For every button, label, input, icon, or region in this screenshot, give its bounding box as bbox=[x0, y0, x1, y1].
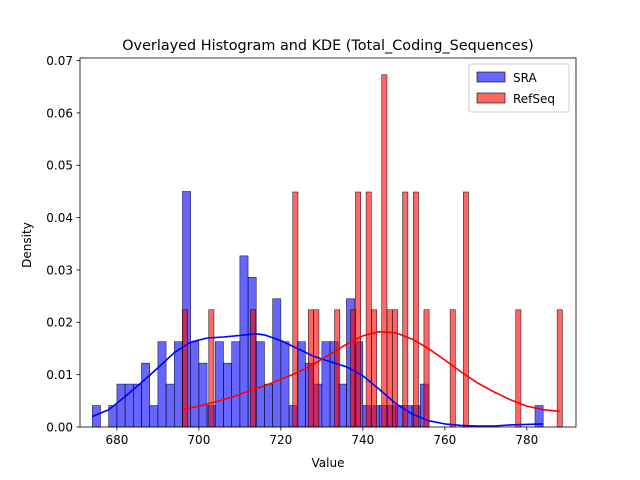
refseq-legend-label: RefSeq bbox=[513, 92, 555, 106]
refseq-histogram-bar bbox=[250, 309, 257, 428]
refseq-histogram-bar bbox=[556, 309, 563, 428]
refseq-histogram-bar bbox=[365, 191, 372, 428]
sra-kde-line bbox=[91, 333, 544, 427]
refseq-histogram-bar bbox=[355, 191, 362, 428]
refseq-kde-line bbox=[182, 330, 560, 413]
sra-legend-label: SRA bbox=[513, 71, 537, 85]
x-tick-label: 680 bbox=[105, 433, 128, 447]
y-tick-label: 0.04 bbox=[46, 211, 73, 225]
y-axis-label: Density bbox=[20, 222, 34, 268]
refseq-histogram-bar bbox=[313, 309, 320, 428]
refseq-histogram-bar bbox=[412, 191, 419, 428]
refseq-histogram-bar bbox=[449, 309, 456, 428]
sra-histogram-bar bbox=[157, 341, 167, 428]
axes-frame bbox=[79, 57, 577, 428]
y-tick-label: 0.02 bbox=[46, 316, 73, 330]
refseq-histogram-bar bbox=[371, 309, 377, 428]
refseq-histogram-bar bbox=[386, 309, 393, 428]
x-tick-label: 720 bbox=[269, 433, 292, 447]
sra-histogram-bar bbox=[141, 362, 150, 428]
refseq-histogram-bar bbox=[392, 309, 398, 428]
y-tick-label: 0.01 bbox=[46, 368, 73, 382]
refseq-histogram-bar bbox=[515, 309, 522, 428]
refseq-legend-swatch bbox=[476, 92, 506, 104]
refseq-histogram-bar bbox=[350, 309, 357, 428]
sra-histogram-bar bbox=[272, 298, 282, 428]
sra-histogram-bar bbox=[223, 362, 232, 428]
sra-histogram-bar bbox=[173, 341, 183, 428]
y-tick-label: 0.03 bbox=[46, 263, 73, 277]
x-tick-label: 740 bbox=[351, 433, 374, 447]
sra-histogram-bar bbox=[198, 362, 208, 428]
sra-histogram-bar bbox=[264, 383, 273, 428]
sra-legend-swatch bbox=[476, 71, 506, 83]
refseq-histogram-bar bbox=[334, 309, 341, 428]
x-tick-label: 700 bbox=[187, 433, 210, 447]
y-tick-label: 0.06 bbox=[46, 106, 73, 120]
x-tick-label: 780 bbox=[515, 433, 538, 447]
y-tick-label: 0.00 bbox=[46, 420, 73, 434]
refseq-histogram-bar bbox=[462, 191, 469, 428]
refseq-histogram-bar bbox=[423, 309, 430, 428]
sra-histogram-bar bbox=[255, 341, 265, 428]
sra-histogram-bar bbox=[149, 405, 159, 428]
sra-histogram-bar bbox=[296, 341, 306, 428]
x-axis-label: Value bbox=[312, 456, 345, 470]
sra-histogram-bar bbox=[231, 341, 241, 428]
refseq-histogram-bar bbox=[292, 191, 299, 428]
refseq-histogram-bar bbox=[402, 191, 409, 428]
sra-histogram-bar bbox=[165, 383, 175, 428]
plot-area: 680 700 720 740 760 780 0.00 0.01 0.02 0.03 0.04 0.… bbox=[46, 54, 577, 447]
sra-histogram-bar bbox=[132, 383, 142, 428]
y-tick-label: 0.07 bbox=[46, 54, 73, 68]
y-tick-label: 0.05 bbox=[46, 159, 73, 173]
sra-histogram-bar bbox=[214, 341, 224, 428]
sra-histogram-bar bbox=[239, 255, 249, 428]
refseq-histogram-bar bbox=[208, 309, 215, 428]
sra-histogram-bar bbox=[280, 341, 290, 428]
sra-histogram-bar bbox=[190, 341, 200, 428]
chart-title: Overlayed Histogram and KDE (Total_Codin… bbox=[122, 38, 534, 54]
legend: SRA RefSeq bbox=[468, 63, 570, 113]
refseq-histogram-bar bbox=[308, 309, 314, 428]
sra-histogram-bar bbox=[116, 383, 126, 428]
refseq-histogram-bar bbox=[381, 74, 388, 428]
x-tick-label: 760 bbox=[433, 433, 456, 447]
